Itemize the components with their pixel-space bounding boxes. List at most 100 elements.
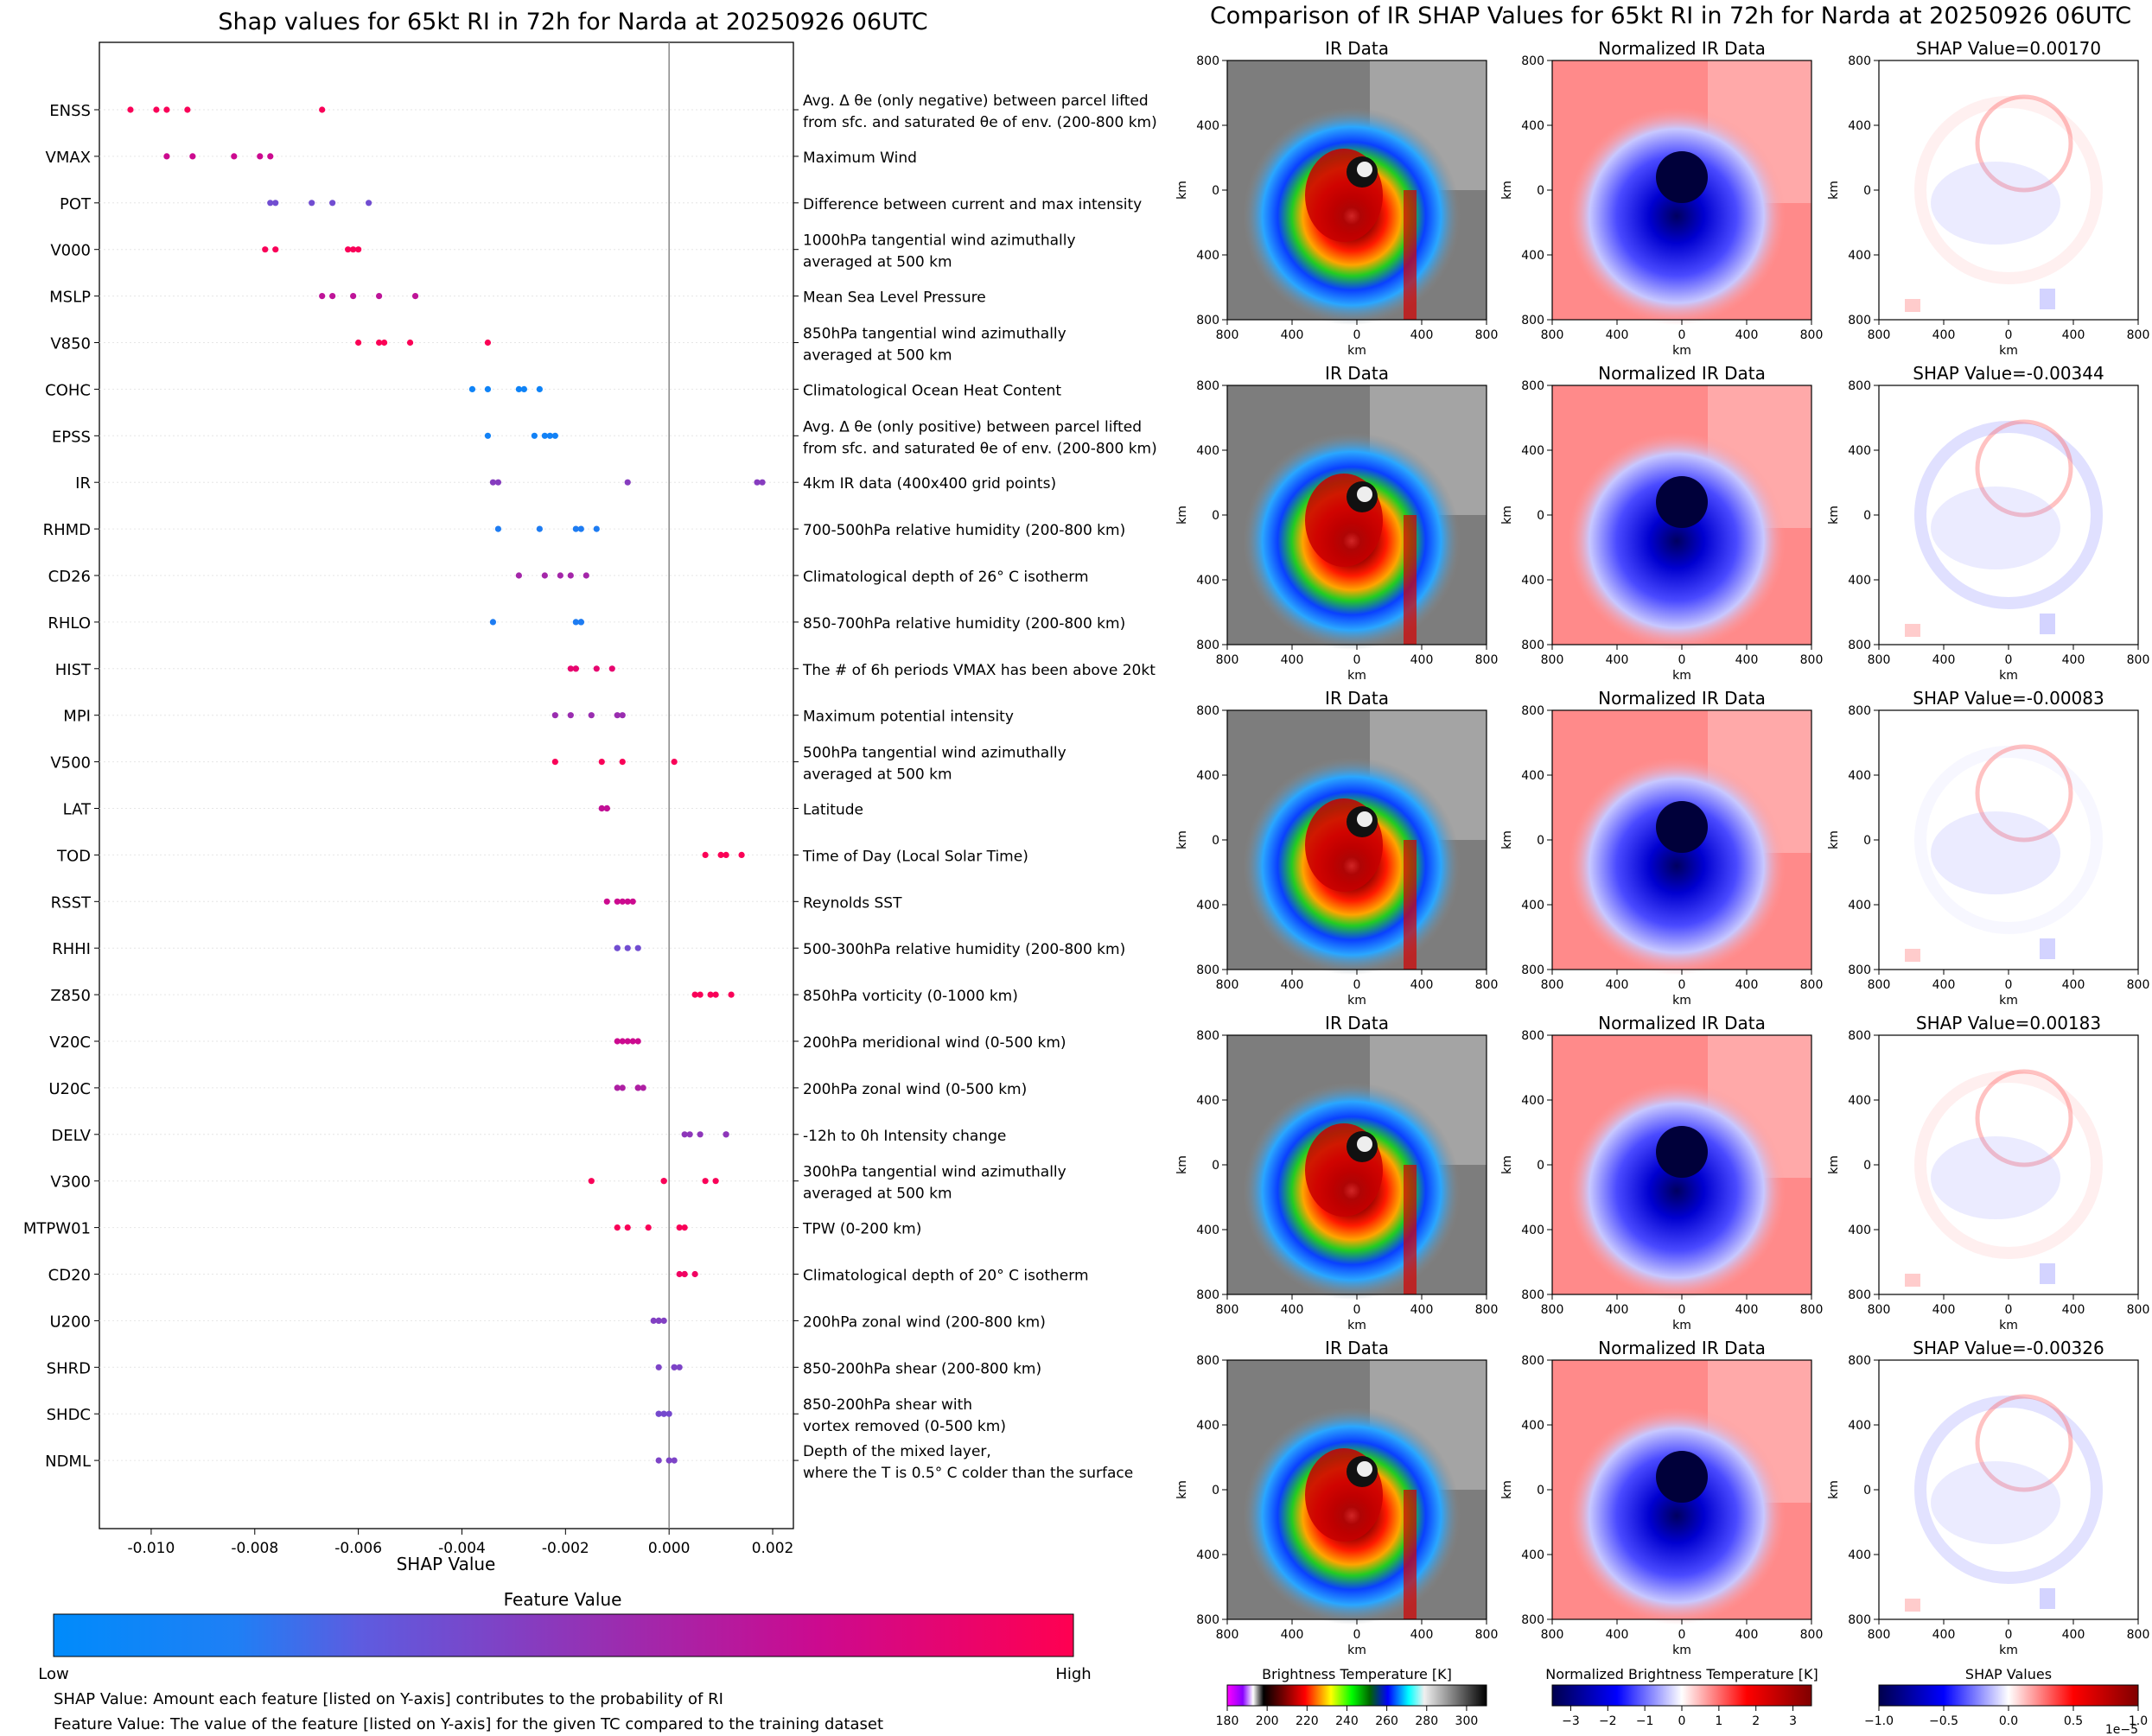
shap-point-cd26-2: [557, 572, 563, 579]
shap-point-v300-0: [588, 1178, 595, 1185]
shap-point-vmax-0: [163, 153, 170, 160]
feature-desc-mslp-0: Mean Sea Level Pressure: [803, 289, 986, 307]
feature-label-cd20: CD20: [48, 1267, 91, 1285]
norm-ticks-label-3: 0: [1678, 1714, 1686, 1728]
shap-ring: [1914, 1071, 2103, 1259]
shap-point-rhhi-3: [634, 944, 641, 951]
shap-patch-blue: [1931, 1461, 2060, 1544]
shap-colorbar-ticks: −1.0 −0.5 0.0 0.5 1.0: [1864, 1706, 2148, 1728]
ir-eye-white: [1357, 486, 1372, 502]
shap-ring: [1914, 1396, 2103, 1584]
norm-core: [1656, 801, 1708, 853]
feature-desc-hist-0: The # of 6h periods VMAX has been above …: [802, 662, 1156, 679]
shap-point-vmax-3: [257, 153, 264, 160]
panel-ylabel: km: [1827, 1480, 1841, 1499]
panel-ytick-label-2: 0: [1212, 1484, 1219, 1498]
shap-arc-red: [1975, 419, 2073, 518]
panel-ytick-label-4: 800: [1521, 639, 1544, 652]
panel-r2-normalized: 80080040040000400400800800kmkmNormalized…: [1500, 363, 1823, 683]
feature-desc-delv-0: -12h to 0h Intensity change: [803, 1128, 1006, 1145]
feature-label-u20c: U20C: [48, 1080, 91, 1098]
panel-ytick-label-4: 800: [1196, 1288, 1219, 1302]
shap-point-v20c-1: [619, 1038, 626, 1045]
norm-core: [1656, 151, 1708, 203]
panel-ytick-label-4: 800: [1848, 1288, 1871, 1302]
shap-point-mslp-2: [350, 293, 357, 300]
shap-point-mpi-2: [588, 712, 595, 719]
shap-point-v850-1: [375, 339, 383, 347]
feature-desc-z850-0: 850hPa vorticity (0-1000 km): [803, 988, 1018, 1005]
shap-point-rhmd-4: [593, 525, 600, 532]
shap-spot-blue: [2040, 289, 2055, 309]
note-feature-value: Feature Value: The value of the feature …: [54, 1715, 883, 1733]
feature-desc-cd26-0: Climatological depth of 26° C isotherm: [803, 569, 1089, 586]
shap-point-rhmd-0: [494, 525, 502, 532]
feature-label-shdc: SHDC: [47, 1406, 91, 1424]
panel-xtick-label-3: 400: [1735, 653, 1759, 667]
panel-ytick-label-2: 0: [1212, 1159, 1219, 1173]
shap-point-pot-1: [272, 200, 279, 207]
shap-point-rhlo-4: [577, 619, 584, 626]
feature-label-pot: POT: [60, 195, 92, 213]
panel-ytick-label-4: 800: [1521, 314, 1544, 327]
panel-xtick-label-2: 0: [1353, 328, 1361, 342]
shap-background: [1879, 710, 2138, 970]
panel-xtick-label-1: 400: [1606, 1628, 1629, 1642]
panel-ytick-label-4: 800: [1196, 963, 1219, 977]
feature-desc-v850-0: 850hPa tangential wind azimuthally: [803, 326, 1066, 343]
shap-point-mtpw01-3: [676, 1224, 683, 1231]
panel-ytick-label-4: 800: [1521, 963, 1544, 977]
feature-label-mtpw01: MTPW01: [23, 1220, 91, 1238]
shap-point-u20c-1: [619, 1084, 626, 1091]
feature-desc-epss-0: Avg. Δ θe (only positive) between parcel…: [803, 418, 1142, 436]
feature-desc-ndml-1: where the T is 0.5° C colder than the su…: [803, 1465, 1133, 1482]
panel-ytick-label-0: 800: [1196, 379, 1219, 393]
shap-point-mslp-0: [319, 293, 326, 300]
brightness-colorbar-ticks: 180 200 220 240 260 280 300: [1216, 1706, 1478, 1728]
ir-rain-band: [1404, 1490, 1417, 1619]
panel-ytick-label-3: 400: [1521, 574, 1544, 588]
note-shap-value: SHAP Value: Amount each feature [listed …: [54, 1690, 723, 1708]
norm-storm-bands: [1568, 107, 1786, 325]
panel-xtick-label-0: 800: [1541, 328, 1564, 342]
feature-desc-tod-0: Time of Day (Local Solar Time): [802, 848, 1028, 865]
feature-label-enss: ENSS: [49, 102, 91, 120]
feature-desc-vmax-0: Maximum Wind: [803, 149, 917, 167]
panel-xlabel: km: [1672, 344, 1691, 358]
shap-point-mpi-3: [614, 712, 621, 719]
shap-point-ndml-0: [655, 1457, 662, 1464]
shap-point-cd26-0: [515, 572, 522, 579]
brightness-colorbar: [1226, 1684, 1487, 1707]
panel-r4-normalized: 80080040040000400400800800kmkmNormalized…: [1500, 1013, 1823, 1332]
shap-point-rhlo-1: [572, 619, 579, 626]
feature-desc-shdc-0: 850-200hPa shear with: [803, 1396, 972, 1414]
shap-point-ndml-2: [671, 1457, 678, 1464]
panel-xtick-label-2: 0: [2005, 1303, 2013, 1317]
panel-xtick-label-2: 0: [2005, 978, 2013, 992]
panel-ytick-label-3: 400: [1848, 1548, 1871, 1562]
shap-spot-red: [1905, 299, 1920, 312]
panel-xtick-label-0: 800: [1216, 978, 1239, 992]
shap-spot-blue: [2040, 614, 2055, 634]
panel-ylabel: km: [1827, 181, 1841, 200]
shap-point-shrd-0: [655, 1364, 662, 1370]
feature-desc-rhmd-0: 700-500hPa relative humidity (200-800 km…: [803, 522, 1125, 539]
norm-ticks-label-0: −3: [1562, 1714, 1580, 1728]
feature-value-title: Feature Value: [504, 1589, 622, 1610]
panel-xtick-label-3: 400: [1735, 328, 1759, 342]
shap-point-delv-2: [697, 1131, 704, 1138]
shap-point-enss-0: [127, 106, 134, 113]
shap-spot-red: [1905, 1274, 1920, 1287]
shap-spot-red: [1905, 624, 1920, 637]
panel-xtick-label-3: 400: [1410, 1303, 1434, 1317]
shap-patch-blue: [1931, 811, 2060, 894]
shap-point-v300-3: [702, 1178, 709, 1185]
panel-ytick-label-2: 0: [1537, 509, 1544, 523]
shap-colorbar-multiplier: 1e−5: [2105, 1723, 2138, 1736]
panel-xlabel: km: [1347, 1319, 1366, 1332]
feature-desc-u200-0: 200hPa zonal wind (200-800 km): [803, 1313, 1046, 1331]
panel-ytick-label-3: 400: [1848, 249, 1871, 263]
